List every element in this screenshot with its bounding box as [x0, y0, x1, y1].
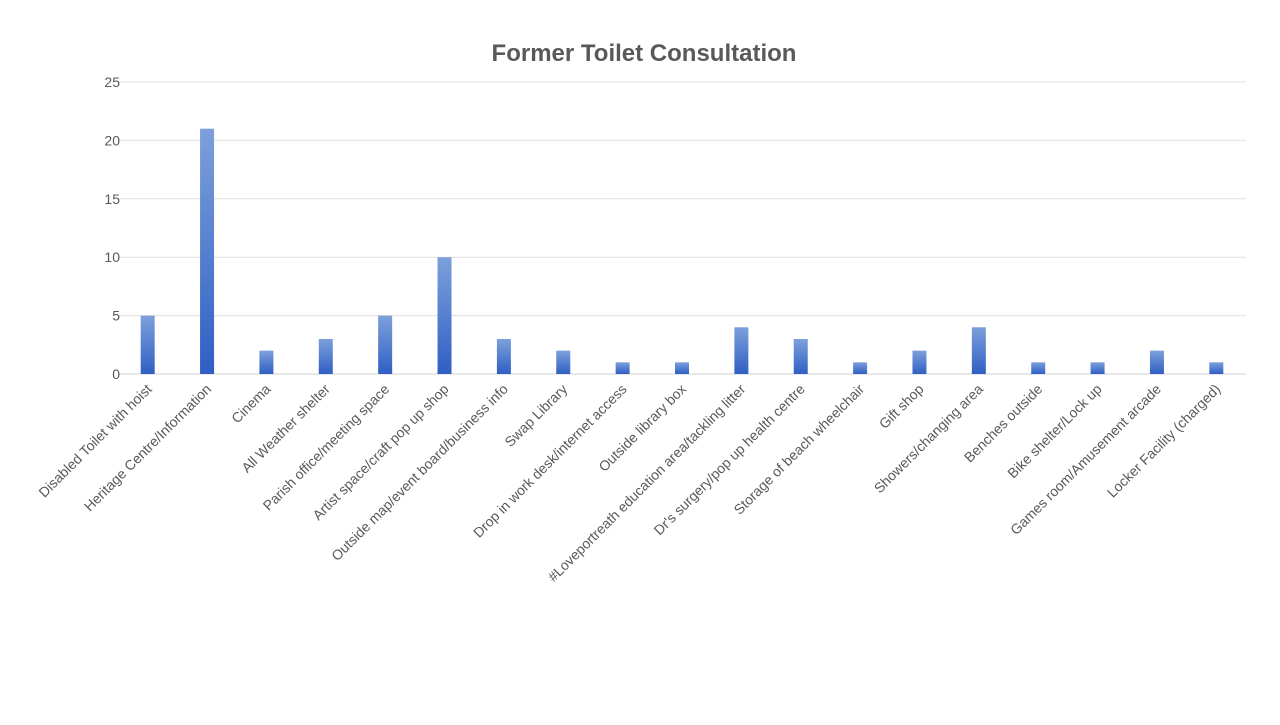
y-tick-label: 25 [104, 74, 120, 90]
bar [378, 315, 393, 374]
y-tick-label: 0 [112, 366, 120, 382]
x-tick-label: Disabled Toilet with hoist [35, 381, 155, 501]
bar [971, 327, 986, 374]
x-tick-label: Heritage Centre/Information [81, 381, 214, 514]
y-tick-label: 5 [112, 308, 120, 324]
bar [259, 350, 274, 374]
bar [912, 350, 927, 374]
gridlines [118, 81, 1246, 375]
bar [437, 257, 452, 374]
x-tick-label: Locker Facility (charged) [1104, 381, 1224, 501]
y-tick-label: 20 [104, 132, 120, 148]
x-tick-label: Gift shop [876, 381, 927, 432]
bar [734, 327, 749, 374]
bar [1149, 350, 1164, 374]
bars [140, 128, 1224, 374]
chart-title: Former Toilet Consultation [492, 40, 797, 67]
bar [318, 338, 333, 374]
bar [1031, 362, 1046, 374]
bar [853, 362, 868, 374]
x-tick-label: Showers/changing area [871, 381, 986, 496]
bar [200, 128, 215, 374]
y-tick-label: 15 [104, 191, 120, 207]
bar [556, 350, 571, 374]
bar [1090, 362, 1105, 374]
bar [675, 362, 689, 374]
bar [140, 315, 155, 374]
bar [496, 338, 511, 374]
y-tick-label: 10 [104, 249, 120, 265]
bar [1209, 362, 1224, 374]
x-tick-label: Cinema [228, 381, 274, 427]
x-tick-label: Storage of beach wheelchair [730, 381, 867, 518]
bar [793, 338, 808, 374]
x-tick-label: Parish office/meeting space [260, 381, 393, 514]
y-axis-ticks: 0 5 10 15 20 25 [104, 74, 120, 382]
bar [615, 362, 630, 374]
